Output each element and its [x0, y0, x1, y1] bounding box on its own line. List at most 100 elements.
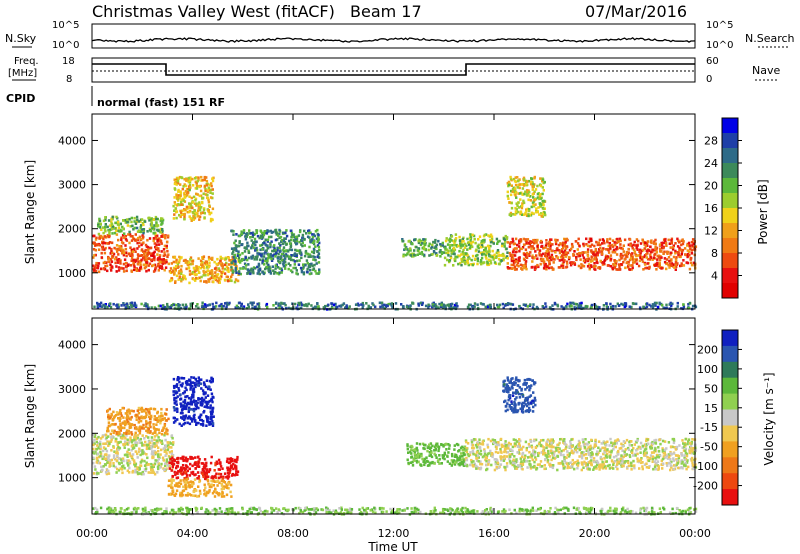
power-colorbar-tick-label: 24 [704, 157, 718, 170]
power-colorbar-tick-label: 20 [704, 180, 718, 193]
velocity-colorbar-tick-label: -200 [693, 480, 718, 493]
power-colorbar-tick-label: 28 [704, 135, 718, 148]
velocity-colorbar-segment [722, 345, 738, 363]
heat-region-8 [506, 175, 547, 218]
noise-left-tick-bottom: 10^0 [52, 40, 79, 51]
freq-tick-top: 18 [62, 56, 75, 67]
velocity-colorbar-segment [722, 330, 738, 347]
power-colorbar-segment [722, 118, 738, 134]
velocity-colorbar-segment [722, 489, 738, 506]
heat-region-0 [92, 433, 175, 476]
noise-left-tick-top: 10^5 [52, 20, 79, 31]
power-colorbar-label: Power [dB] [756, 179, 770, 244]
y-tick-label: 4000 [58, 339, 86, 352]
velocity-colorbar-segment [722, 473, 738, 490]
x-tick-label: 00:00 [76, 527, 108, 540]
nave-label: Nave [752, 64, 780, 77]
power-colorbar-tick-label: 16 [704, 202, 718, 215]
station-title: Christmas Valley West (fitACF) [92, 2, 335, 21]
heat-region-4 [230, 228, 321, 276]
power-colorbar-segment [722, 178, 738, 194]
heat-region-3 [172, 175, 215, 223]
freq-label-line2: [MHz] [8, 68, 37, 79]
power-colorbar-segment [722, 268, 738, 284]
velocity-colorbar-segment [722, 457, 738, 474]
nave-tick-top: 60 [706, 56, 719, 67]
x-tick-label: 16:00 [478, 527, 510, 540]
y-tick-label: 2000 [58, 427, 86, 440]
power-colorbar-tick-label: 4 [711, 270, 718, 283]
noise-sky-label: N.Sky [5, 32, 37, 45]
noise-right-tick-top: 10^5 [706, 20, 733, 31]
velocity-colorbar-segment [722, 441, 738, 458]
heat-region-5 [401, 238, 446, 258]
freq-label-line1: Freq. [14, 56, 39, 67]
beam-label: Beam 17 [350, 2, 422, 21]
velocity-y-axis-label: Slant Range [km] [23, 364, 37, 468]
power-colorbar-segment [722, 163, 738, 179]
velocity-colorbar-tick-label: 200 [697, 343, 718, 356]
velocity-colorbar-segment [722, 377, 738, 395]
heat-region-6 [443, 233, 509, 267]
heat-region-7 [506, 237, 698, 271]
power-colorbar-segment [722, 283, 738, 299]
y-tick-label: 4000 [58, 134, 86, 147]
heat-region-1 [106, 406, 170, 436]
heat-region-3 [167, 477, 233, 498]
heat-region-2 [167, 255, 240, 285]
power-colorbar-segment [722, 208, 738, 224]
heat-region-6 [464, 437, 698, 472]
velocity-colorbar-segment [722, 361, 738, 379]
x-axis-label: Time UT [367, 540, 418, 554]
power-y-axis-label: Slant Range [km] [23, 160, 37, 264]
cpid-label: CPID [6, 92, 35, 105]
power-data [92, 175, 698, 311]
heat-region-4 [172, 376, 215, 427]
power-colorbar-segment [722, 193, 738, 209]
cpid-panel: CPID normal (fast) 151 RF [6, 86, 225, 109]
velocity-colorbar-tick-label: -100 [693, 460, 718, 473]
power-colorbar-segment [722, 238, 738, 254]
x-tick-label: 12:00 [378, 527, 410, 540]
x-tick-label: 20:00 [579, 527, 611, 540]
heat-region-7 [502, 376, 537, 414]
power-colorbar-segment [722, 133, 738, 149]
noise-sky-trace [91, 36, 696, 43]
power-colorbar-segment [722, 223, 738, 239]
noise-right-tick-bottom: 10^0 [706, 40, 733, 51]
noise-search-label: N.Search [745, 32, 795, 45]
power-colorbar: 28 24 20 16 12 8 4 [704, 117, 742, 299]
cpid-value: normal (fast) 151 RF [97, 96, 225, 109]
y-tick-label: 1000 [58, 472, 86, 485]
x-axis: 00:00 04:00 08:00 12:00 16:00 20:00 00:00 [76, 114, 711, 540]
x-tick-label: 08:00 [277, 527, 309, 540]
power-colorbar-segment [722, 253, 738, 269]
heat-region-0 [92, 233, 170, 274]
noise-panel: N.Sky 10^5 10^0 10^5 10^0 N.Search [5, 20, 795, 51]
freq-tick-bottom: 8 [66, 74, 72, 85]
freq-trace [92, 63, 695, 76]
velocity-colorbar-tick-label: -15 [700, 421, 718, 434]
y-tick-label: 1000 [58, 267, 86, 280]
x-tick-label: 00:00 [679, 527, 711, 540]
heat-region-1 [97, 215, 165, 236]
velocity-panel: 4000 3000 2000 1000 [58, 317, 698, 516]
velocity-colorbar-tick-label: 50 [704, 382, 718, 395]
heat-region-5 [406, 442, 467, 467]
power-colorbar-segment [722, 148, 738, 164]
x-tick-label: 04:00 [177, 527, 209, 540]
velocity-colorbar-segment [722, 393, 738, 410]
velocity-colorbar-tick-label: 100 [697, 363, 718, 376]
power-colorbar-tick-label: 12 [704, 225, 718, 238]
velocity-data [92, 376, 698, 516]
velocity-colorbar: 200 100 50 15 -15 -50 -100 -200 [693, 329, 742, 506]
date-label: 07/Mar/2016 [585, 2, 687, 21]
velocity-colorbar-label: Velocity [m s⁻¹] [762, 372, 776, 465]
heat-region-2 [168, 455, 240, 481]
velocity-colorbar-segment [722, 409, 738, 426]
velocity-colorbar-segment [722, 425, 738, 442]
power-panel: 4000 3000 2000 1000 [58, 113, 698, 311]
velocity-colorbar-tick-label: -50 [700, 441, 718, 454]
y-tick-label: 2000 [58, 223, 86, 236]
